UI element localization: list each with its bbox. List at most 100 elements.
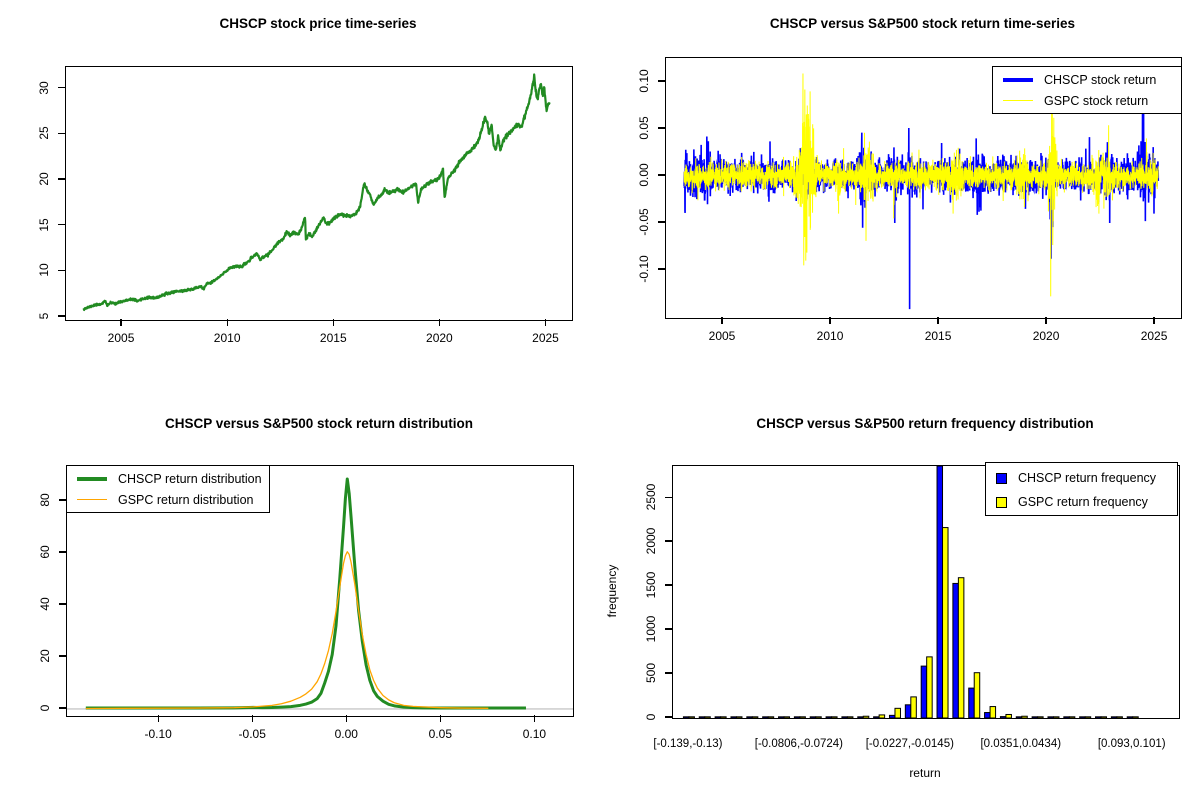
y-tick-label: 20 xyxy=(38,649,52,663)
legend-line-sample xyxy=(77,498,107,501)
legend-label: CHSCP return distribution xyxy=(118,471,262,486)
panel-return-timeseries: CHSCP versus S&P500 stock return time-se… xyxy=(600,0,1200,400)
legend-item-gspc: GSPC return distribution xyxy=(67,489,269,510)
x-tick-label: 0.05 xyxy=(428,727,452,741)
legend-item-chscp: CHSCP return frequency xyxy=(986,466,1177,490)
page-title: CHSCP stock price time-series xyxy=(219,16,417,31)
y-axis-title: frequency xyxy=(605,564,619,618)
x-bin-label: [-0.0227,-0.0145) xyxy=(865,738,954,750)
y-tick-label: -0.05 xyxy=(637,208,651,236)
y-tick-label: 25 xyxy=(37,126,51,141)
x-tick-label: 2020 xyxy=(426,331,453,345)
x-tick-label: 0.10 xyxy=(522,727,547,741)
y-tick-mark xyxy=(658,221,665,223)
x-bin-label: [-0.139,-0.13) xyxy=(653,738,723,750)
y-tick-mark xyxy=(658,127,665,129)
x-tick-label: 2010 xyxy=(816,329,844,343)
x-tick-label: 2025 xyxy=(532,331,559,345)
y-tick-mark xyxy=(665,716,672,718)
y-tick-mark xyxy=(658,174,665,176)
legend-item-gspc: GSPC return frequency xyxy=(986,490,1177,514)
x-tick-label: 2015 xyxy=(319,331,347,345)
y-tick-mark xyxy=(665,540,672,542)
legend-line-sample xyxy=(1003,77,1033,82)
legend-item-chscp: CHSCP stock return xyxy=(993,69,1181,90)
y-tick-label: 0 xyxy=(38,704,52,712)
y-tick-label: -0.10 xyxy=(637,255,651,283)
y-tick-label: 15 xyxy=(37,217,51,232)
y-tick-mark xyxy=(59,603,66,605)
y-tick-label: 500 xyxy=(644,663,658,684)
legend-label: GSPC stock return xyxy=(1044,93,1149,108)
y-tick-label: 0.00 xyxy=(637,163,651,187)
x-bin-label: [0.093,0.101) xyxy=(1097,738,1166,750)
y-tick-label: 20 xyxy=(37,172,51,186)
y-tick-mark xyxy=(58,178,65,180)
y-tick-mark xyxy=(658,80,665,82)
y-tick-label: 80 xyxy=(38,493,52,507)
price-line-canvas xyxy=(66,67,572,320)
y-tick-label: 30 xyxy=(37,81,51,95)
y-tick-mark xyxy=(58,269,65,271)
y-tick-mark xyxy=(59,707,66,709)
panel-return-frequency: CHSCP versus S&P500 return frequency dis… xyxy=(600,400,1200,800)
legend-frequency: CHSCP return frequency GSPC return frequ… xyxy=(985,462,1178,516)
x-tick-label: 2005 xyxy=(107,331,135,345)
y-tick-label: 2500 xyxy=(644,483,658,511)
x-tick-label: -0.05 xyxy=(238,727,266,741)
x-tick-label: -0.10 xyxy=(144,727,172,741)
y-tick-mark xyxy=(665,584,672,586)
x-tick-label: 2025 xyxy=(1140,329,1168,343)
legend-label: GSPC return frequency xyxy=(1018,495,1148,509)
legend-label: CHSCP return frequency xyxy=(1018,471,1157,485)
legend-density: CHSCP return distribution GSPC return di… xyxy=(66,465,270,513)
y-tick-mark xyxy=(665,628,672,630)
legend-item-gspc: GSPC stock return xyxy=(993,90,1181,111)
price-plot-area xyxy=(65,66,573,321)
legend-item-chscp: CHSCP return distribution xyxy=(67,468,269,489)
legend-swatch xyxy=(996,472,1007,484)
y-tick-mark xyxy=(58,87,65,89)
x-tick-label: 2010 xyxy=(213,331,241,345)
y-tick-mark xyxy=(58,224,65,226)
y-tick-label: 2000 xyxy=(644,527,658,555)
x-bin-label: [0.0351,0.0434) xyxy=(980,738,1062,750)
panel-price-timeseries: CHSCP stock price time-series 5 10 15 20 25 3… xyxy=(0,0,600,400)
y-tick-label: 5 xyxy=(37,312,51,320)
y-tick-mark xyxy=(658,268,665,270)
y-tick-label: 10 xyxy=(37,263,51,278)
y-tick-mark xyxy=(665,496,672,498)
x-bin-label: [-0.0806,-0.0724) xyxy=(754,738,843,750)
y-tick-mark xyxy=(58,132,65,134)
legend-line-sample xyxy=(77,476,107,481)
page-title: CHSCP versus S&P500 stock return distrib… xyxy=(164,416,474,431)
y-tick-label: 60 xyxy=(38,545,52,559)
x-axis-title: return xyxy=(909,766,941,780)
page-title: CHSCP versus S&P500 stock return time-se… xyxy=(769,16,1076,31)
x-tick-label: 2020 xyxy=(1032,329,1060,343)
legend-returns: CHSCP stock return GSPC stock return xyxy=(992,66,1182,114)
page-title: CHSCP versus S&P500 return frequency dis… xyxy=(756,416,1094,431)
y-tick-mark xyxy=(58,315,65,317)
y-tick-label: 0.05 xyxy=(637,116,651,140)
y-tick-mark xyxy=(59,551,66,553)
legend-swatch xyxy=(996,496,1007,508)
panel-return-distribution: CHSCP versus S&P500 stock return distrib… xyxy=(0,400,600,800)
returns-plot-area xyxy=(665,57,1182,319)
y-tick-label: 0 xyxy=(644,713,658,721)
x-tick-label: 2005 xyxy=(708,329,736,343)
y-tick-label: 0.10 xyxy=(637,69,651,93)
y-tick-label: 1500 xyxy=(644,571,658,599)
x-tick-label: 2015 xyxy=(924,329,952,343)
legend-label: CHSCP stock return xyxy=(1044,72,1157,87)
legend-line-sample xyxy=(1003,99,1033,102)
y-tick-label: 1000 xyxy=(644,615,658,643)
y-tick-mark xyxy=(59,655,66,657)
x-tick-label: 0.00 xyxy=(334,727,358,741)
density-plot-area xyxy=(66,465,574,717)
y-tick-mark xyxy=(665,672,672,674)
y-tick-mark xyxy=(59,499,66,501)
legend-label: GSPC return distribution xyxy=(118,492,254,507)
y-tick-label: 40 xyxy=(38,597,52,611)
